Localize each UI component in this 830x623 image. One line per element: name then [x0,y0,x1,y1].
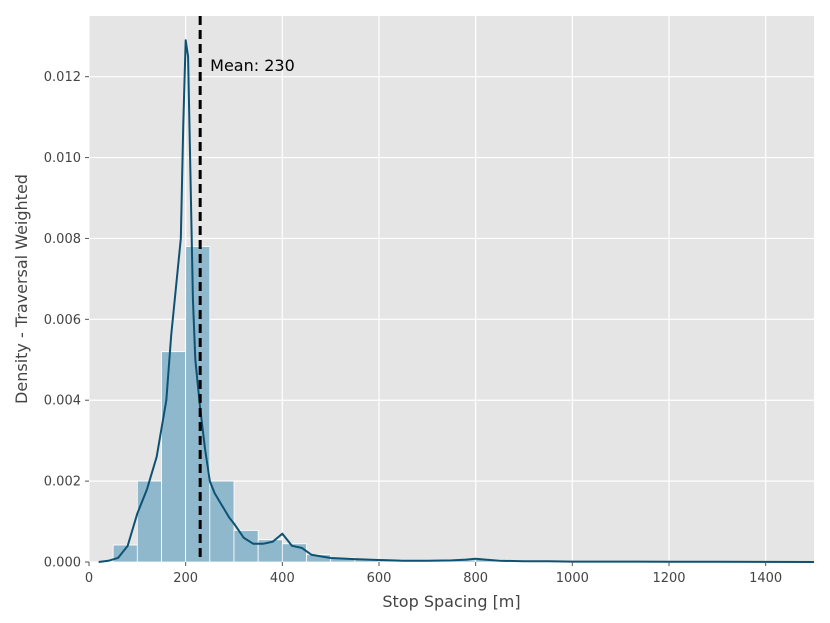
x-tick-label-2: 400 [270,571,295,586]
x-tick-label-1: 200 [173,571,198,586]
x-tick-label-7: 1400 [749,571,782,586]
x-axis-ticks: 0 200 400 600 800 1000 1200 1400 [85,562,782,586]
y-axis-ticks: 0.000 0.002 0.004 0.006 0.008 0.010 0.012 [44,70,89,571]
kde-curve [98,39,815,563]
x-tick-label-6: 1200 [652,571,685,586]
x-tick-label-5: 1000 [556,571,589,586]
y-tick-label-5: 0.010 [44,151,81,166]
histogram-bar-4 [209,480,235,563]
y-axis-label: Density - Traversal Weighted [12,174,31,404]
y-tick-label-6: 0.012 [44,70,81,85]
x-tick-label-0: 0 [85,571,93,586]
mean-annotation: Mean: 230 [210,56,295,75]
histogram-bars [112,246,815,563]
y-tick-label-0: 0.000 [44,556,81,571]
y-tick-label-2: 0.004 [44,394,81,409]
histogram-bar-5 [233,530,259,563]
x-axis-label: Stop Spacing [m] [382,592,520,611]
x-tick-label-3: 600 [367,571,392,586]
histogram-bar-3 [185,246,211,563]
histogram-bar-1 [136,480,162,563]
y-tick-label-1: 0.002 [44,475,81,490]
y-tick-label-3: 0.006 [44,313,81,328]
x-tick-label-4: 800 [463,571,488,586]
histogram-bar-2 [161,351,187,563]
y-tick-label-4: 0.008 [44,232,81,247]
